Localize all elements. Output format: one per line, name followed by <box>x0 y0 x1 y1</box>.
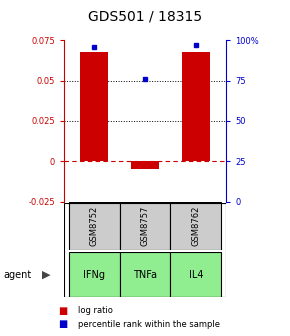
Bar <box>119 252 171 297</box>
Bar <box>69 202 120 250</box>
Bar <box>171 202 221 250</box>
Text: IL4: IL4 <box>188 270 203 280</box>
Bar <box>69 252 120 297</box>
Bar <box>119 202 171 250</box>
Bar <box>171 252 221 297</box>
Text: TNFa: TNFa <box>133 270 157 280</box>
Bar <box>131 161 159 169</box>
Text: ■: ■ <box>58 319 67 329</box>
Bar <box>182 52 210 161</box>
Text: log ratio: log ratio <box>78 306 113 315</box>
Text: ▶: ▶ <box>42 270 51 280</box>
Text: agent: agent <box>3 270 31 280</box>
Text: GSM8752: GSM8752 <box>90 206 99 246</box>
Bar <box>80 52 108 161</box>
Text: GSM8757: GSM8757 <box>140 206 150 246</box>
Text: IFNg: IFNg <box>83 270 105 280</box>
Text: GSM8762: GSM8762 <box>191 206 200 246</box>
Text: percentile rank within the sample: percentile rank within the sample <box>78 320 220 329</box>
Text: GDS501 / 18315: GDS501 / 18315 <box>88 9 202 24</box>
Text: ■: ■ <box>58 306 67 316</box>
